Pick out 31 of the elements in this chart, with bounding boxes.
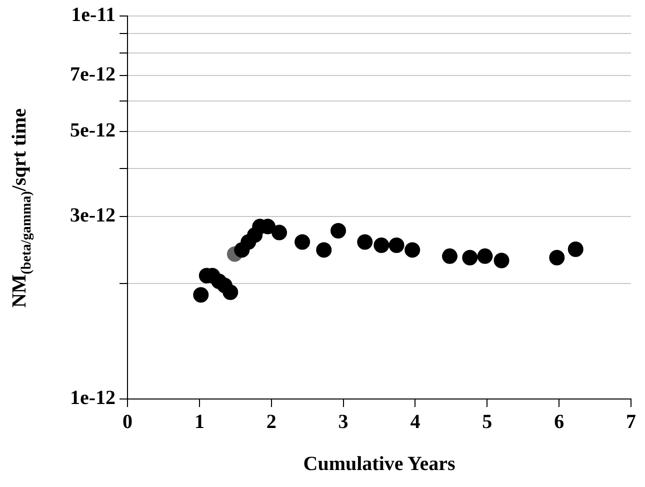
- point: [272, 224, 288, 240]
- point: [462, 250, 478, 266]
- x-tick-label: 5: [482, 411, 492, 434]
- y-tick-label: 5e-12: [70, 119, 116, 142]
- x-tick-label: 7: [626, 411, 636, 434]
- point: [316, 242, 332, 258]
- point: [357, 234, 373, 250]
- point: [549, 250, 565, 266]
- y-tick-label: 1e-12: [70, 387, 116, 410]
- x-tick-label: 4: [410, 411, 420, 434]
- point: [294, 234, 310, 250]
- point: [240, 234, 256, 250]
- point: [193, 287, 209, 303]
- point: [477, 248, 493, 264]
- x-axis-title: Cumulative Years: [303, 453, 456, 476]
- y-tick-label: 7e-12: [70, 64, 116, 86]
- x-tick-label: 6: [554, 411, 564, 434]
- point: [404, 242, 420, 258]
- y-tick-label: 1e-11: [71, 4, 116, 26]
- x-tick-label: 2: [266, 411, 276, 434]
- point: [442, 248, 458, 264]
- point: [568, 242, 584, 258]
- point: [374, 238, 390, 254]
- x-tick-label: 0: [122, 411, 133, 434]
- point: [222, 284, 238, 300]
- x-tick-label: 3: [338, 411, 348, 434]
- point: [494, 252, 510, 268]
- point: [388, 238, 404, 254]
- x-tick-label: 1: [194, 411, 204, 434]
- point: [330, 222, 346, 238]
- y-tick-label: 3e-12: [70, 204, 116, 226]
